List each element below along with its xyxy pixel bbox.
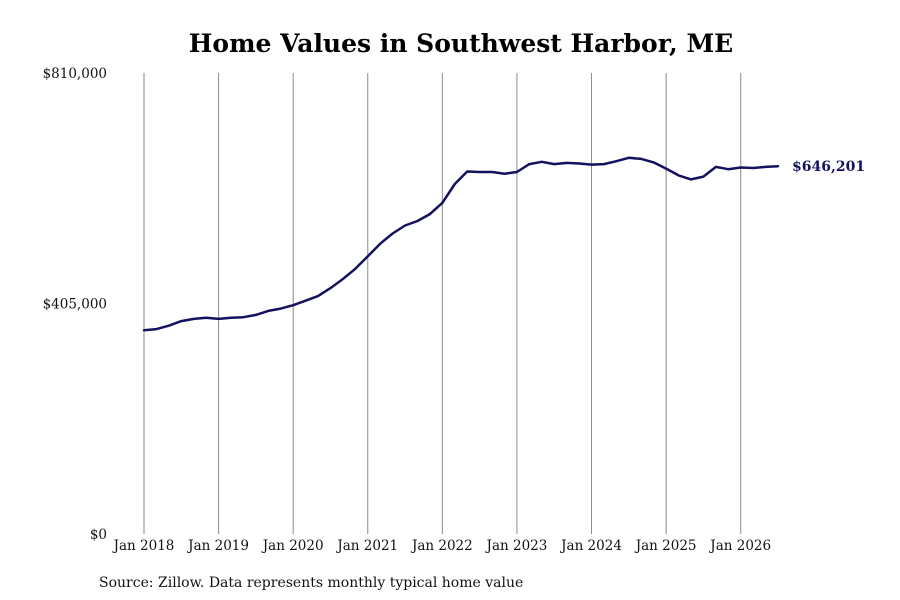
x-tick-label: Jan 2021 [335,538,398,554]
x-tick-label: Jan 2019 [186,538,249,554]
y-axis-tick-labels: $0 $405,000 $810,000 [43,66,107,543]
end-value-label: $646,201 [792,159,865,175]
y-tick-label: $0 [90,527,107,543]
x-tick-label: Jan 2026 [708,538,771,554]
vertical-gridlines [143,73,742,534]
source-note: Source: Zillow. Data represents monthly … [99,575,523,591]
x-tick-label: Jan 2020 [261,538,324,554]
y-tick-label: $405,000 [43,297,107,313]
x-axis-tick-labels: Jan 2018 Jan 2019 Jan 2020 Jan 2021 Jan 2022… [112,538,772,554]
x-tick-label: Jan 2018 [112,538,175,554]
chart-title: Home Values in Southwest Harbor, ME [189,29,733,58]
x-tick-label: Jan 2024 [559,538,622,554]
x-tick-label: Jan 2023 [485,538,548,554]
y-tick-label: $810,000 [43,66,107,82]
series-layer: $646,201 [142,156,865,332]
x-tick-label: Jan 2025 [634,538,697,554]
x-tick-label: Jan 2022 [410,538,473,554]
series-line [142,156,780,332]
